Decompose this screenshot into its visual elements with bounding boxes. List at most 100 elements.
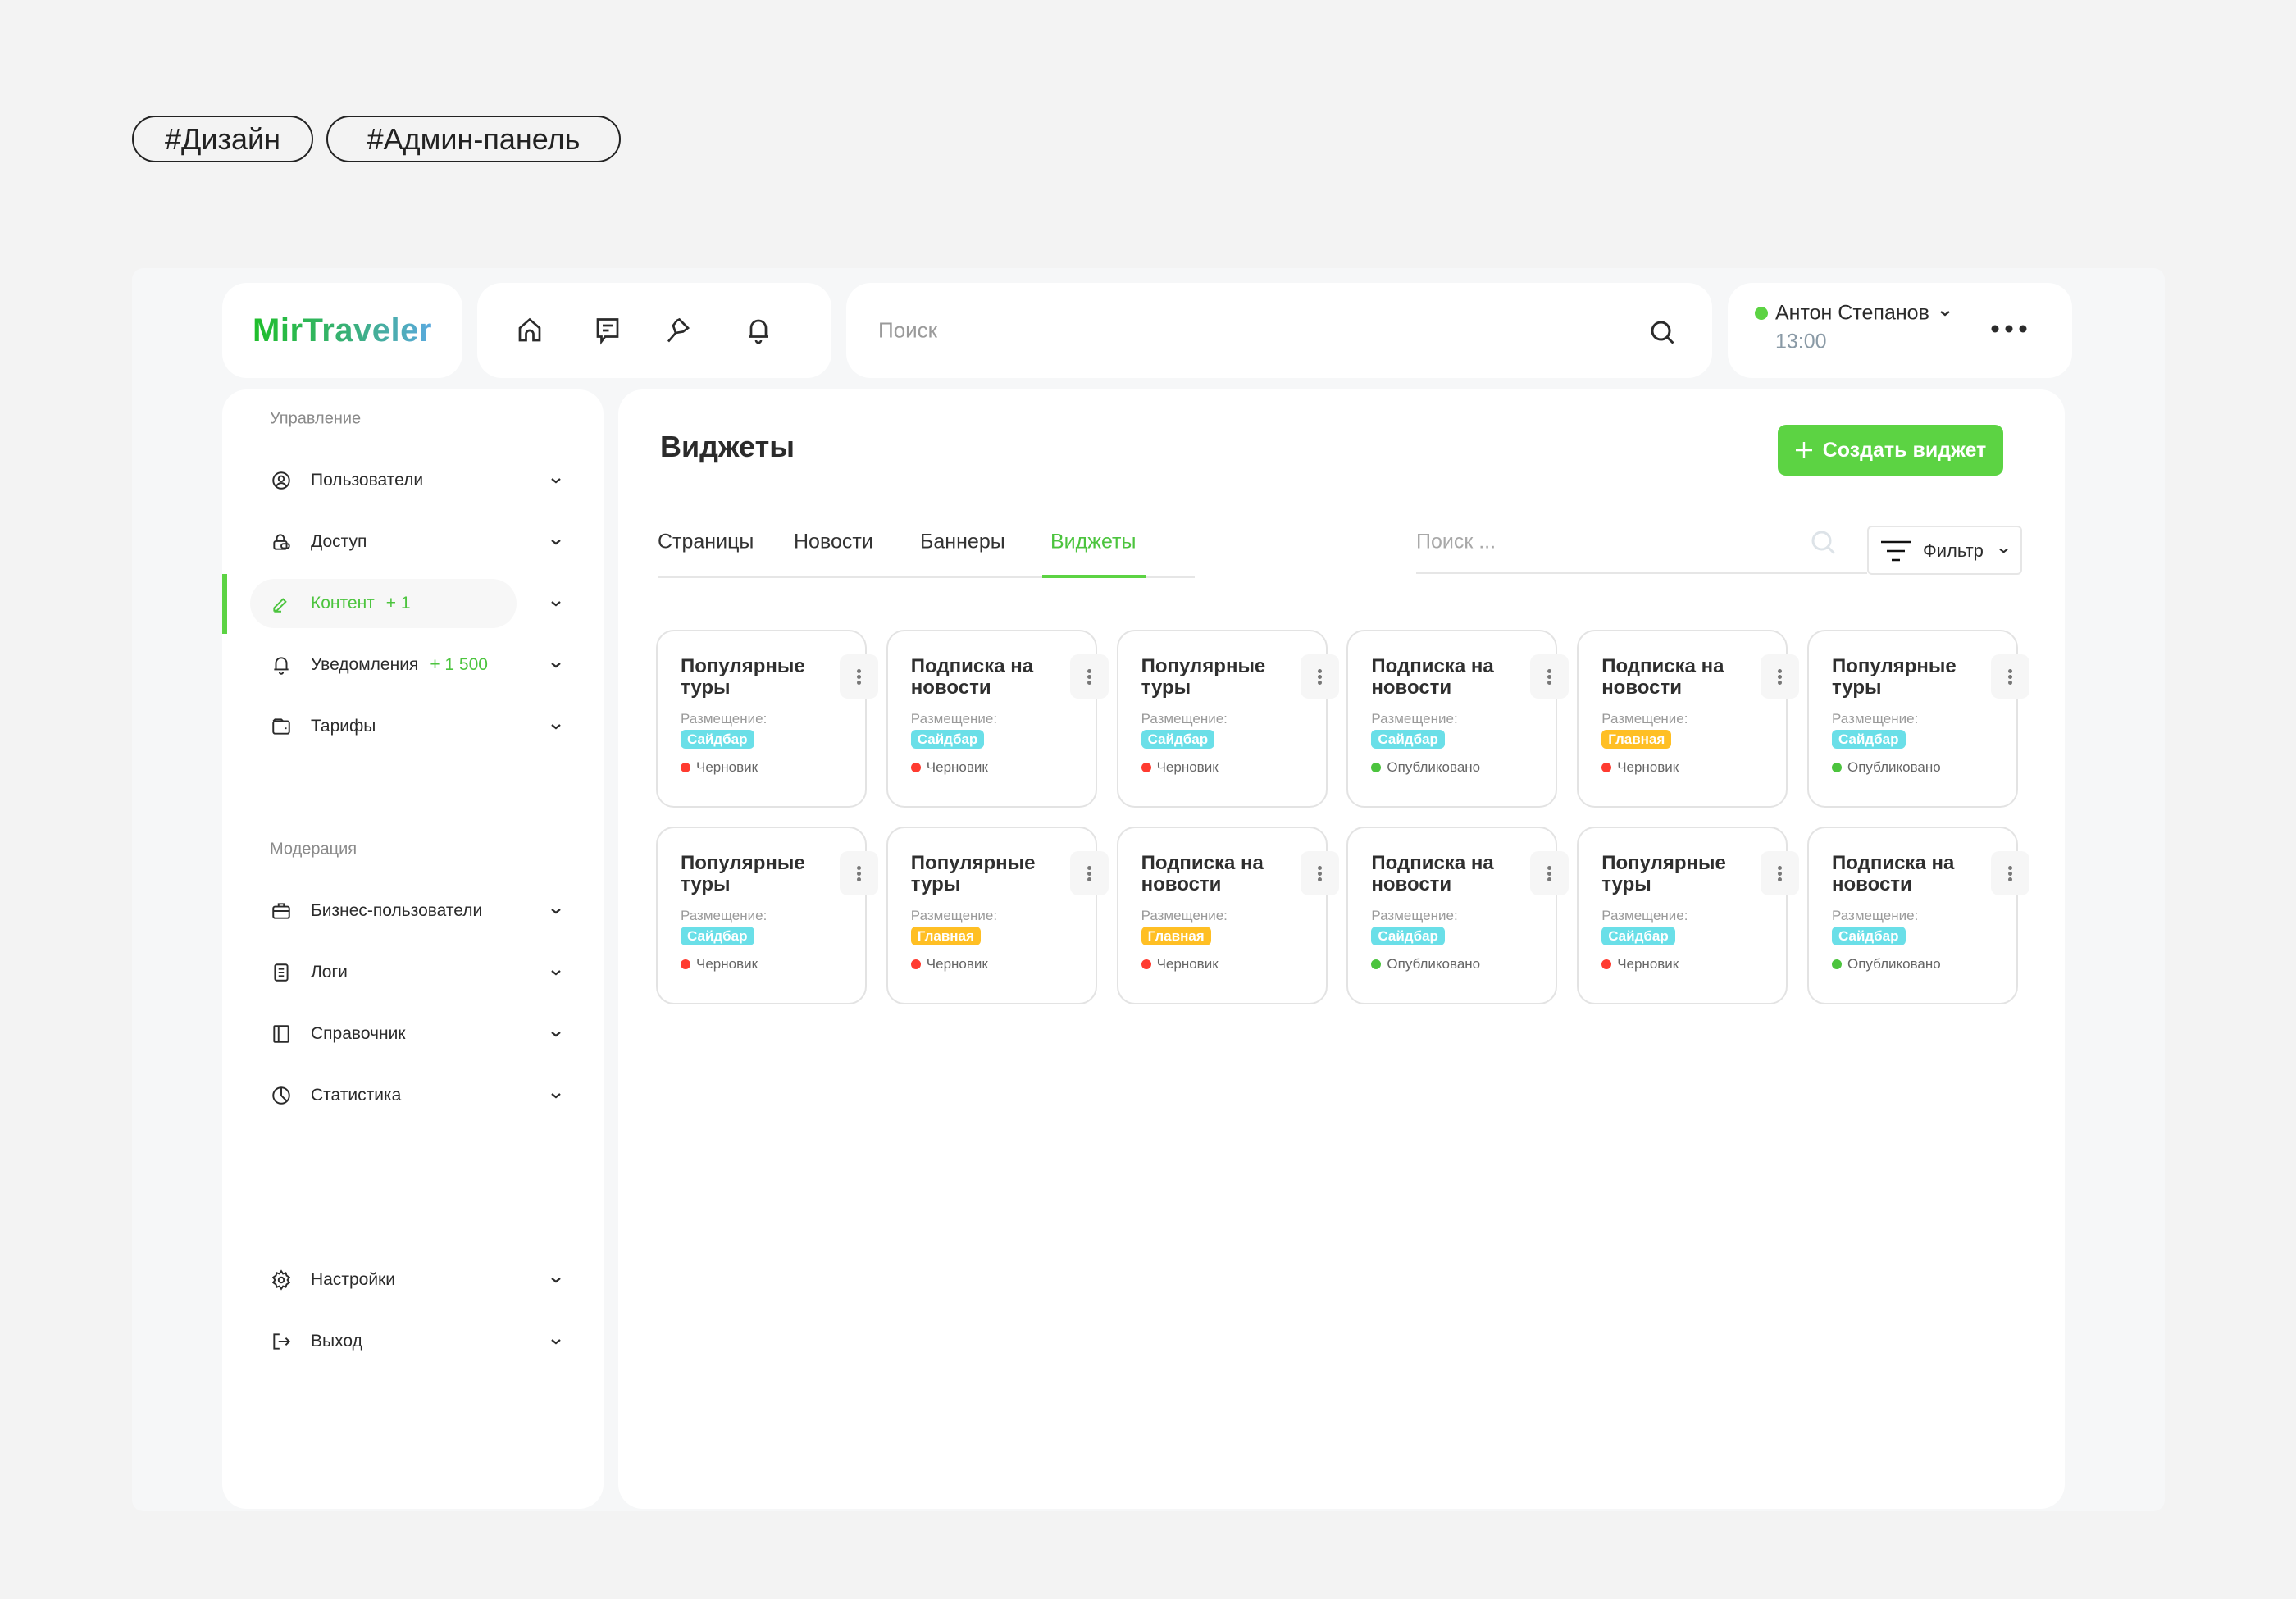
log-icon bbox=[274, 963, 289, 982]
user-card[interactable]: Антон Степанов 13:00 bbox=[1728, 283, 2072, 378]
widget-menu-button[interactable] bbox=[1069, 654, 1109, 699]
widget-menu-button[interactable] bbox=[1991, 851, 2029, 895]
widget-card[interactable]: Популярные туры Размещение: Сайдбар Черн… bbox=[1116, 630, 1339, 808]
filter-dropdown[interactable]: Фильтр bbox=[1867, 526, 2022, 575]
widget-card[interactable]: Популярные туры Размещение: Главная Черн… bbox=[886, 827, 1109, 1004]
search-icon[interactable] bbox=[1808, 527, 1838, 557]
widget-card[interactable]: Популярные туры Размещение: Сайдбар Опуб… bbox=[1807, 630, 2029, 808]
user-time: 13:00 bbox=[1775, 330, 1827, 353]
pin-icon[interactable] bbox=[663, 316, 693, 345]
sidebar-item-chart-pie[interactable]: Статистика bbox=[250, 1071, 562, 1120]
chevron-down-icon[interactable] bbox=[550, 968, 562, 977]
widget-menu-button[interactable] bbox=[840, 851, 878, 895]
sidebar-item-label: Бизнес-пользователи bbox=[311, 901, 483, 920]
status-label: Черновик bbox=[1156, 956, 1219, 972]
sidebar-item-gear[interactable]: Настройки bbox=[250, 1255, 562, 1305]
sidebar-item-user-circle[interactable]: Пользователи bbox=[250, 456, 562, 505]
chevron-down-icon[interactable] bbox=[550, 1091, 562, 1100]
sidebar-item-log[interactable]: Логи bbox=[250, 948, 562, 997]
widget-card[interactable]: Подписка на новости Размещение: Сайдбар … bbox=[886, 630, 1109, 808]
widget-card[interactable]: Популярные туры Размещение: Сайдбар Черн… bbox=[1577, 827, 1800, 1004]
create-widget-label: Создать виджет bbox=[1822, 438, 1987, 462]
sidebar-item-label: Логи bbox=[311, 963, 348, 982]
placement-label: Размещение: bbox=[1601, 711, 1688, 727]
tab-active-underline bbox=[1042, 575, 1146, 578]
sidebar-item-label: Статистика bbox=[311, 1086, 402, 1105]
status-dot bbox=[1141, 959, 1151, 969]
online-status-dot bbox=[1755, 307, 1768, 320]
sidebar-item-book[interactable]: Справочник bbox=[250, 1009, 562, 1059]
tab-pages[interactable]: Страницы bbox=[658, 530, 754, 554]
status-label: Опубликовано bbox=[1847, 759, 1941, 775]
placement-badge: Сайдбар bbox=[1141, 730, 1215, 749]
widget-status: Опубликовано bbox=[1371, 956, 1480, 973]
sidebar-item-label: Выход bbox=[311, 1332, 362, 1351]
chevron-down-icon[interactable] bbox=[550, 722, 562, 731]
chevron-down-icon[interactable] bbox=[550, 1030, 562, 1038]
widget-menu-button[interactable] bbox=[1761, 654, 1800, 699]
widget-status: Черновик bbox=[1601, 759, 1679, 776]
placement-label: Размещение: bbox=[910, 908, 998, 923]
widget-menu-button[interactable] bbox=[1069, 851, 1109, 895]
chevron-down-icon[interactable] bbox=[550, 661, 562, 669]
widget-menu-button[interactable] bbox=[1300, 851, 1339, 895]
create-widget-button[interactable]: Создать виджет bbox=[1778, 425, 2003, 476]
widget-card[interactable]: Подписка на новости Размещение: Сайдбар … bbox=[1346, 630, 1569, 808]
widget-menu-button[interactable] bbox=[1991, 654, 2029, 699]
widget-card[interactable]: Популярные туры Размещение: Сайдбар Черн… bbox=[656, 827, 878, 1004]
tab-banners[interactable]: Баннеры bbox=[920, 530, 1005, 554]
chevron-down-icon[interactable] bbox=[550, 1276, 562, 1284]
widget-title: Популярные туры bbox=[681, 655, 805, 699]
sidebar-item-label: Контент + 1 bbox=[311, 594, 411, 613]
widget-card[interactable]: Популярные туры Размещение: Сайдбар Черн… bbox=[656, 630, 878, 808]
logo: MirTraveler bbox=[253, 312, 432, 348]
home-icon[interactable] bbox=[515, 316, 544, 345]
sidebar-item-wallet[interactable]: Тарифы bbox=[250, 702, 562, 751]
search-icon[interactable] bbox=[1647, 317, 1677, 347]
widget-title: Популярные туры bbox=[1141, 655, 1266, 699]
widget-status: Черновик bbox=[910, 759, 988, 776]
global-search[interactable]: Поиск bbox=[846, 283, 1712, 378]
logo-card[interactable]: MirTraveler bbox=[222, 283, 462, 378]
sidebar-item-label: Пользователи bbox=[311, 471, 424, 490]
bell-icon[interactable] bbox=[744, 316, 773, 345]
more-icon[interactable] bbox=[1990, 324, 2028, 334]
sidebar-item-label: Настройки bbox=[311, 1270, 395, 1289]
wallet-icon bbox=[272, 718, 290, 735]
widget-search-input[interactable]: Поиск ... bbox=[1416, 517, 1867, 574]
status-dot bbox=[1371, 763, 1382, 772]
placement-label: Размещение: bbox=[1371, 711, 1458, 727]
status-dot bbox=[681, 763, 690, 772]
sidebar-item-bell[interactable]: Уведомления + 1 500 bbox=[250, 640, 562, 690]
sidebar-item-logout[interactable]: Выход bbox=[250, 1317, 562, 1366]
chevron-down-icon[interactable] bbox=[550, 476, 562, 485]
placement-label: Размещение: bbox=[1832, 908, 1919, 923]
tab-widgets[interactable]: Виджеты bbox=[1050, 530, 1137, 554]
widget-title: Популярные туры bbox=[681, 852, 805, 895]
chevron-down-icon[interactable] bbox=[550, 1337, 562, 1346]
status-label: Опубликовано bbox=[1847, 956, 1941, 972]
sidebar-item-lock[interactable]: Доступ bbox=[250, 517, 562, 567]
tab-news[interactable]: Новости bbox=[794, 530, 873, 554]
sidebar-item-edit[interactable]: Контент + 1 bbox=[250, 579, 561, 628]
widget-card[interactable]: Подписка на новости Размещение: Сайдбар … bbox=[1807, 827, 2029, 1004]
widget-title: Подписка на новости bbox=[1371, 655, 1494, 699]
placement-label: Размещение: bbox=[681, 711, 768, 727]
widget-card[interactable]: Подписка на новости Размещение: Главная … bbox=[1577, 630, 1800, 808]
widget-menu-button[interactable] bbox=[840, 654, 878, 699]
chevron-down-icon[interactable] bbox=[550, 599, 562, 608]
widget-title: Популярные туры bbox=[1832, 655, 1957, 699]
widget-title: Популярные туры bbox=[1601, 852, 1726, 895]
chevron-down-icon[interactable] bbox=[550, 907, 562, 915]
sidebar-item-briefcase[interactable]: Бизнес-пользователи bbox=[250, 886, 562, 936]
widget-menu-button[interactable] bbox=[1761, 851, 1800, 895]
chat-icon[interactable] bbox=[593, 316, 622, 345]
widget-menu-button[interactable] bbox=[1530, 851, 1569, 895]
widget-card[interactable]: Подписка на новости Размещение: Сайдбар … bbox=[1346, 827, 1569, 1004]
widget-card[interactable]: Подписка на новости Размещение: Главная … bbox=[1116, 827, 1339, 1004]
chevron-down-icon[interactable] bbox=[550, 538, 562, 546]
chevron-down-icon[interactable] bbox=[1939, 309, 1951, 317]
widget-menu-button[interactable] bbox=[1530, 654, 1569, 699]
widget-menu-button[interactable] bbox=[1300, 654, 1339, 699]
edit-icon bbox=[273, 598, 287, 613]
